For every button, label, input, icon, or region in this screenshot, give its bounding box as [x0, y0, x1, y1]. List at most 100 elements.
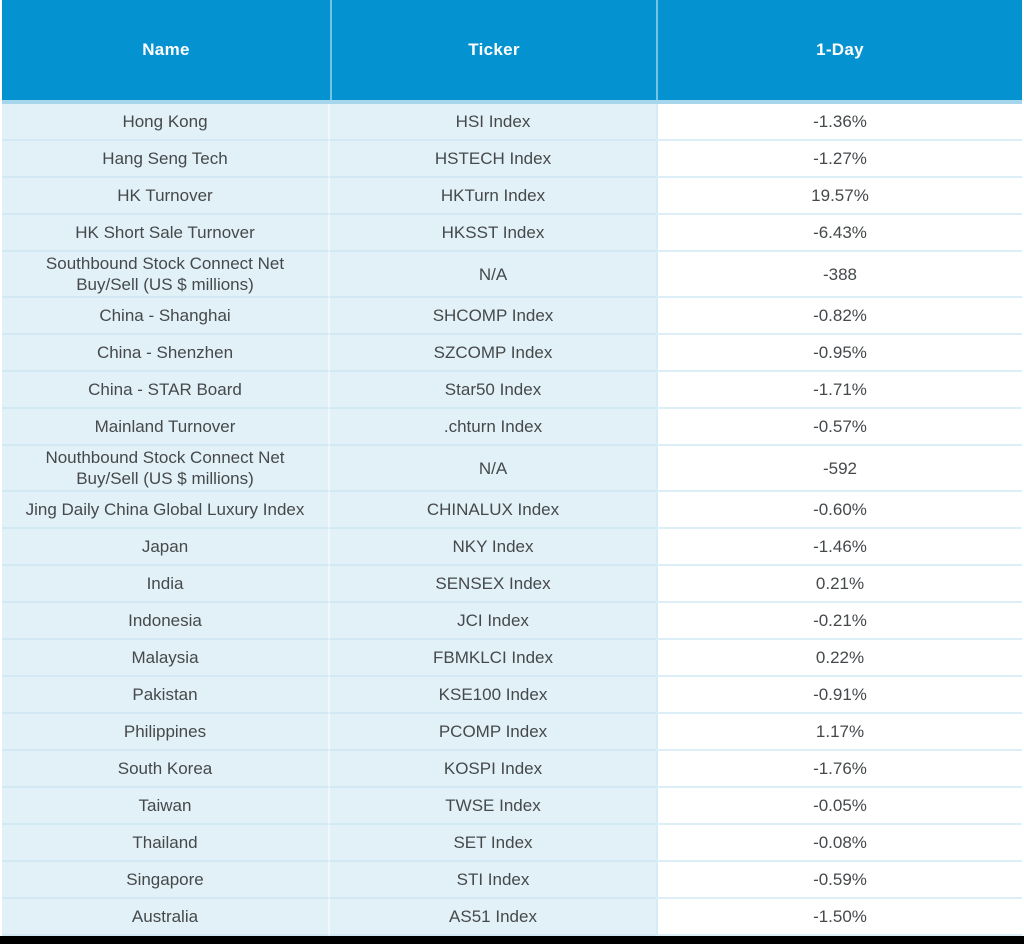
table-row: India SENSEX Index 0.21%	[2, 566, 1022, 603]
name-label: Singapore	[126, 870, 204, 889]
one-day-value: -0.91%	[813, 685, 867, 704]
ticker-cell: N/A	[330, 252, 656, 298]
name-label: India	[146, 574, 184, 593]
table-row: Jing Daily China Global Luxury Index CHI…	[2, 492, 1022, 529]
one-day-cell: -0.05%	[656, 788, 1022, 825]
name-label: Hong Kong	[122, 112, 208, 131]
one-day-cell: -0.57%	[656, 409, 1022, 446]
ticker-label: HSTECH Index	[434, 149, 552, 168]
name-cell: China - Shenzhen	[2, 335, 330, 372]
name-label: South Korea	[117, 759, 213, 778]
ticker-cell: SENSEX Index	[330, 566, 656, 603]
ticker-label: SHCOMP Index	[432, 306, 554, 325]
ticker-cell: SET Index	[330, 825, 656, 862]
one-day-cell: 0.22%	[656, 640, 1022, 677]
table-row: Thailand SET Index -0.08%	[2, 825, 1022, 862]
name-cell: Southbound Stock Connect Net Buy/Sell (U…	[2, 252, 330, 298]
one-day-cell: -0.60%	[656, 492, 1022, 529]
name-cell: Nouthbound Stock Connect Net Buy/Sell (U…	[2, 446, 330, 492]
table-row: South Korea KOSPI Index -1.76%	[2, 751, 1022, 788]
ticker-label: PCOMP Index	[438, 722, 548, 741]
one-day-value: -0.57%	[813, 417, 867, 436]
ticker-label: SET Index	[453, 833, 533, 852]
one-day-cell: -0.08%	[656, 825, 1022, 862]
name-cell: Hong Kong	[2, 104, 330, 141]
table-row: Taiwan TWSE Index -0.05%	[2, 788, 1022, 825]
one-day-cell: -0.21%	[656, 603, 1022, 640]
name-cell: Philippines	[2, 714, 330, 751]
one-day-cell: -1.36%	[656, 104, 1022, 141]
table-row: Malaysia FBMKLCI Index 0.22%	[2, 640, 1022, 677]
ticker-label: CHINALUX Index	[426, 500, 560, 519]
one-day-value: 1.17%	[815, 722, 865, 741]
column-header-1-day: 1-Day	[656, 0, 1022, 100]
ticker-cell: SHCOMP Index	[330, 298, 656, 335]
table-row: Hang Seng Tech HSTECH Index -1.27%	[2, 141, 1022, 178]
name-label: Pakistan	[132, 685, 198, 704]
ticker-cell: KOSPI Index	[330, 751, 656, 788]
name-cell: Thailand	[2, 825, 330, 862]
one-day-value: -0.82%	[813, 306, 867, 325]
name-label: Southbound Stock Connect Net Buy/Sell (U…	[45, 254, 285, 294]
bottom-black-bar	[0, 936, 1024, 944]
name-cell: India	[2, 566, 330, 603]
ticker-label: NKY Index	[452, 537, 534, 556]
one-day-value: -0.08%	[813, 833, 867, 852]
name-label: Taiwan	[138, 796, 192, 815]
one-day-value: -0.60%	[813, 500, 867, 519]
ticker-cell: TWSE Index	[330, 788, 656, 825]
name-label: Nouthbound Stock Connect Net Buy/Sell (U…	[45, 448, 285, 488]
ticker-cell: Star50 Index	[330, 372, 656, 409]
name-cell: Hang Seng Tech	[2, 141, 330, 178]
table-row: China - Shenzhen SZCOMP Index -0.95%	[2, 335, 1022, 372]
ticker-label: HSI Index	[455, 112, 531, 131]
ticker-label: SZCOMP Index	[433, 343, 553, 362]
ticker-label: N/A	[478, 264, 508, 284]
ticker-label: FBMKLCI Index	[433, 648, 553, 667]
name-cell: HK Short Sale Turnover	[2, 215, 330, 252]
ticker-cell: PCOMP Index	[330, 714, 656, 751]
ticker-cell: N/A	[330, 446, 656, 492]
one-day-value: -0.59%	[813, 870, 867, 889]
one-day-value: -6.43%	[813, 223, 867, 242]
name-cell: South Korea	[2, 751, 330, 788]
name-cell: Japan	[2, 529, 330, 566]
ticker-label: KSE100 Index	[438, 685, 548, 704]
ticker-cell: SZCOMP Index	[330, 335, 656, 372]
ticker-label: JCI Index	[457, 611, 529, 630]
one-day-cell: 0.21%	[656, 566, 1022, 603]
ticker-cell: HKTurn Index	[330, 178, 656, 215]
name-label: Indonesia	[128, 611, 202, 630]
table-body: Hong Kong HSI Index -1.36% Hang Seng Tec…	[2, 104, 1022, 936]
name-cell: Australia	[2, 899, 330, 936]
table-row: Japan NKY Index -1.46%	[2, 529, 1022, 566]
ticker-label: TWSE Index	[445, 796, 541, 815]
table-row: HK Short Sale Turnover HKSST Index -6.43…	[2, 215, 1022, 252]
one-day-cell: -0.91%	[656, 677, 1022, 714]
name-cell: Mainland Turnover	[2, 409, 330, 446]
ticker-cell: .chturn Index	[330, 409, 656, 446]
one-day-cell: -388	[656, 252, 1022, 298]
column-header-name: Name	[2, 0, 330, 100]
ticker-label: N/A	[478, 458, 508, 478]
name-cell: China - STAR Board	[2, 372, 330, 409]
one-day-cell: -1.50%	[656, 899, 1022, 936]
one-day-cell: -1.46%	[656, 529, 1022, 566]
ticker-label: .chturn Index	[443, 417, 543, 436]
name-label: HK Short Sale Turnover	[75, 223, 255, 242]
ticker-cell: KSE100 Index	[330, 677, 656, 714]
one-day-cell: -0.82%	[656, 298, 1022, 335]
ticker-label: AS51 Index	[449, 907, 537, 926]
one-day-value: 0.22%	[815, 648, 865, 667]
name-cell: Pakistan	[2, 677, 330, 714]
ticker-label: HKSST Index	[441, 223, 545, 242]
ticker-label: STI Index	[456, 870, 530, 889]
name-cell: Taiwan	[2, 788, 330, 825]
ticker-cell: HSI Index	[330, 104, 656, 141]
ticker-cell: HSTECH Index	[330, 141, 656, 178]
table-row: Australia AS51 Index -1.50%	[2, 899, 1022, 936]
name-label: Hang Seng Tech	[102, 149, 228, 168]
ticker-cell: CHINALUX Index	[330, 492, 656, 529]
name-cell: HK Turnover	[2, 178, 330, 215]
